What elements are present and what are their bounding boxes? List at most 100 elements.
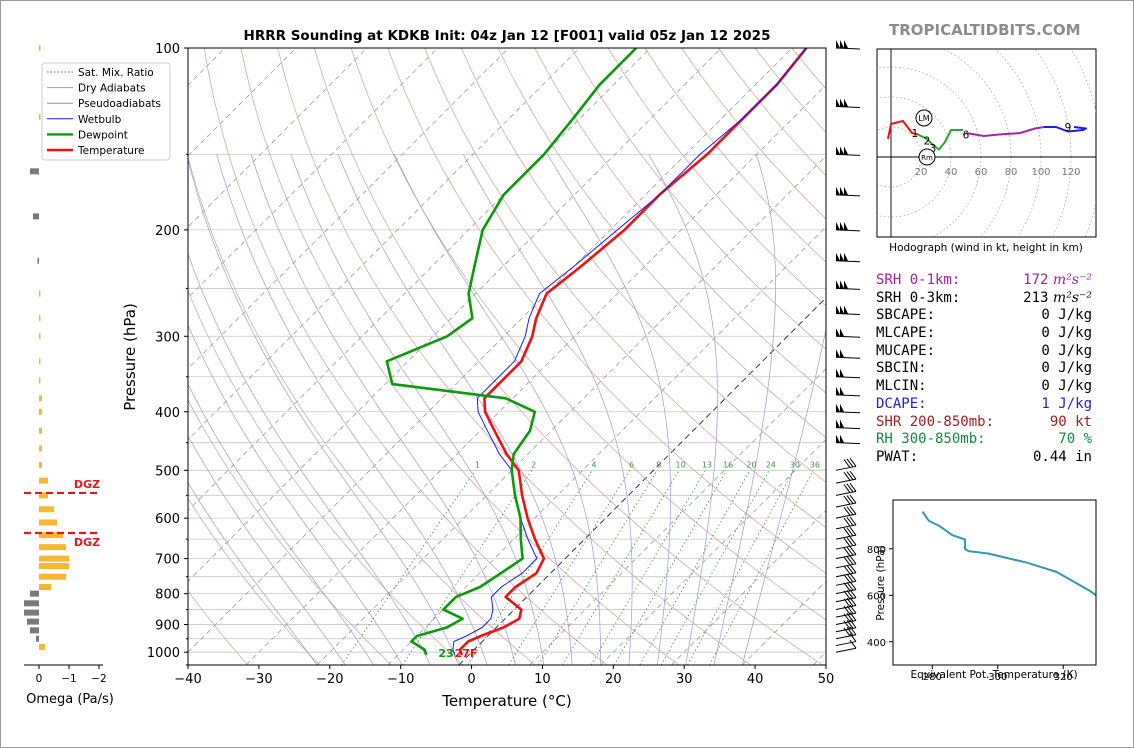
barb-feather xyxy=(849,626,857,636)
y-tick-label: 600 xyxy=(155,512,180,527)
legend-label: Wetbulb xyxy=(78,114,122,126)
wind-barb xyxy=(835,305,861,315)
barb-feather xyxy=(849,633,857,642)
moist-adiabat xyxy=(648,154,718,665)
legend-label: Temperature xyxy=(77,145,145,157)
barb-staff xyxy=(835,260,861,263)
mixing-ratio-line xyxy=(467,470,593,665)
skewt-plot-frame xyxy=(187,47,827,666)
parameter-number: 70 % xyxy=(1058,431,1092,448)
omega-bar xyxy=(37,257,39,264)
mixing-ratio-label: 30 xyxy=(790,461,800,470)
omega-bar xyxy=(39,333,41,340)
wind-barb xyxy=(835,403,861,414)
hodograph-height-label: 6 xyxy=(963,130,970,142)
barb-feather xyxy=(846,565,854,574)
barb-flag xyxy=(836,146,840,155)
moist-adiabat xyxy=(188,324,403,665)
barb-feather xyxy=(843,590,851,600)
dry-adiabat xyxy=(350,48,826,621)
barb-feather xyxy=(846,546,854,556)
mixing-ratio-label: 1 xyxy=(475,461,480,470)
barb-staff xyxy=(835,442,861,445)
theta-e-plot xyxy=(921,511,1096,597)
theta-e-panel: 280 300 320 400 600 800 xyxy=(867,499,1097,683)
barb-flag xyxy=(836,386,840,395)
mixing-ratio-line xyxy=(660,470,770,665)
barb-flag xyxy=(844,146,848,155)
parameter-value: 0 J/kg xyxy=(1041,378,1092,396)
isotherm xyxy=(188,48,580,441)
wind-barb xyxy=(835,581,857,595)
omega-bar xyxy=(39,395,42,402)
dry-adiabat xyxy=(424,48,826,528)
parameter-label: MUCAPE: xyxy=(876,342,936,359)
moist-adiabat xyxy=(394,154,601,665)
y-tick-label: 800 xyxy=(155,588,180,603)
wind-barb xyxy=(835,505,857,519)
isotherm xyxy=(188,48,722,582)
barb-staff xyxy=(835,153,861,156)
barb-feather xyxy=(849,526,857,536)
theta-e-line xyxy=(921,511,1096,597)
barb-feather xyxy=(849,494,857,504)
barb-feather xyxy=(849,597,857,606)
barb-feather xyxy=(843,582,851,592)
parameter-row: MLCAPE: 0 J/kg xyxy=(876,325,1092,343)
isotherm xyxy=(529,368,826,665)
mixing-ratio-label: 13 xyxy=(702,461,712,470)
barb-feather xyxy=(849,581,857,590)
parameter-label: MLCAPE: xyxy=(876,325,936,342)
barb-flag xyxy=(840,328,844,337)
y-tick-label: 1000 xyxy=(147,646,180,661)
wind-barb xyxy=(835,619,857,633)
hodograph-marker xyxy=(915,109,933,127)
wind-barb xyxy=(835,458,857,471)
omega-bar xyxy=(39,358,41,365)
profile-wetbulb xyxy=(452,48,807,655)
legend-label: Sat. Mix. Ratio xyxy=(78,67,154,79)
barb-flag xyxy=(836,98,840,107)
barb-flag xyxy=(836,40,840,48)
moist-adiabat xyxy=(188,435,346,665)
isotherm xyxy=(245,84,826,665)
hodograph-caption: Hodograph (wind in kt, height in km) xyxy=(889,242,1083,254)
barb-feather xyxy=(843,627,851,637)
barb-feather xyxy=(843,507,851,516)
wind-barb xyxy=(835,386,861,397)
barb-feather xyxy=(849,546,857,555)
barb-feather xyxy=(849,555,857,565)
barb-staff xyxy=(835,394,861,397)
barb-flag xyxy=(840,252,844,261)
moist-adiabat xyxy=(547,154,671,665)
dry-adiabat xyxy=(534,48,826,394)
legend-label: Pseudoadiabats xyxy=(78,98,161,110)
parameter-row: MLCIN: 0 J/kg xyxy=(876,378,1092,396)
skewt-background-lines xyxy=(188,48,826,665)
barb-feather xyxy=(846,483,854,493)
hodograph-marker-label: LM xyxy=(918,114,929,123)
parameter-row: SRH 0-3km: 213 m²s⁻² xyxy=(876,290,1092,308)
moist-adiabat xyxy=(188,482,318,665)
omega-bar xyxy=(39,643,45,650)
omega-tick-label: −1 xyxy=(61,673,76,685)
barb-staff xyxy=(835,194,861,197)
parameter-row: PWAT: 0.44 in xyxy=(876,449,1092,467)
barb-feather xyxy=(849,458,857,467)
barb-staff xyxy=(835,427,861,430)
parameter-row: MUCAPE: 0 J/kg xyxy=(876,343,1092,361)
theta-e-y-tick-label: 400 xyxy=(867,638,886,649)
wind-barb xyxy=(835,516,857,530)
barb-feather xyxy=(846,495,854,504)
hodograph-ring-label: 40 xyxy=(945,167,958,178)
omega-x-axis-label: Omega (Pa/s) xyxy=(26,692,114,707)
theta-e-x-tick-label: 320 xyxy=(1054,672,1073,683)
dry-adiabat xyxy=(203,48,608,665)
moist-adiabat xyxy=(337,154,573,665)
omega-bar xyxy=(27,618,39,625)
barb-feather xyxy=(849,612,857,621)
parameter-number: 172 xyxy=(1023,272,1049,288)
wind-barb xyxy=(835,626,857,640)
parameter-label: SHR 200-850mb: xyxy=(876,413,995,430)
